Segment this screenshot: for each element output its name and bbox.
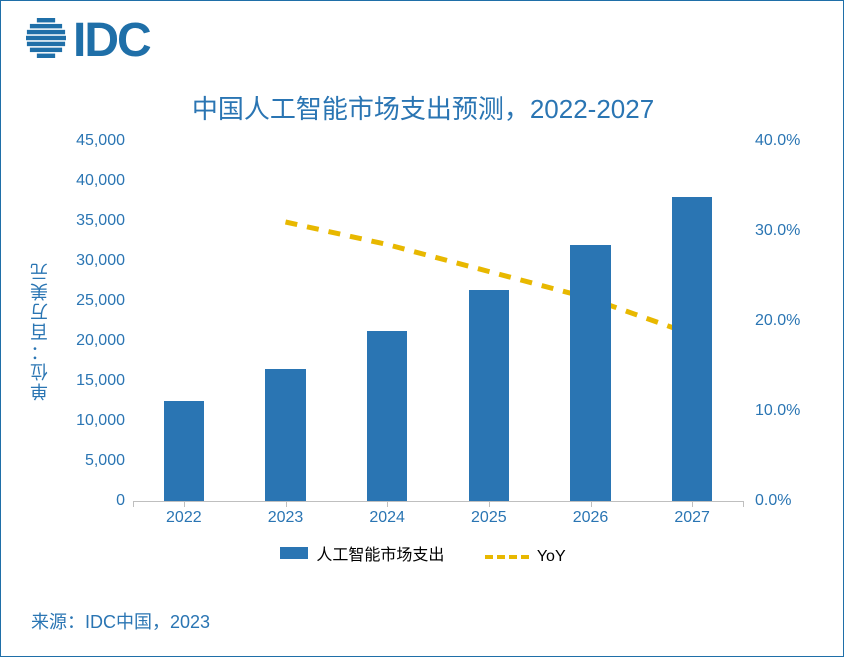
chart-frame: IDC 中国人工智能市场支出预测，2022-2027 单位：百万美元 0 5,00… bbox=[0, 0, 844, 657]
x-tick-label: 2026 bbox=[573, 509, 609, 527]
idc-logo-mark bbox=[25, 17, 67, 64]
legend-line-swatch bbox=[485, 555, 529, 559]
bar bbox=[367, 331, 408, 501]
y-left-tick: 20,000 bbox=[69, 332, 125, 350]
x-tick-label: 2024 bbox=[369, 509, 405, 527]
source-text: 来源：IDC中国，2023 bbox=[31, 608, 210, 634]
bar bbox=[469, 290, 510, 501]
yoy-line bbox=[133, 141, 743, 501]
legend-line-label: YoY bbox=[537, 548, 566, 566]
bar bbox=[164, 401, 205, 501]
y-right-tick: 10.0% bbox=[755, 402, 811, 420]
y-left-tick: 35,000 bbox=[69, 212, 125, 230]
bar bbox=[672, 197, 713, 501]
y-right-tick: 20.0% bbox=[755, 312, 811, 330]
y-axis-left-ticks: 05,00010,00015,00020,00025,00030,00035,0… bbox=[69, 141, 129, 501]
y-right-tick: 30.0% bbox=[755, 222, 811, 240]
x-tick-label: 2022 bbox=[166, 509, 202, 527]
y-left-tick: 0 bbox=[69, 492, 125, 510]
legend: 人工智能市场支出 YoY bbox=[1, 541, 844, 566]
y-right-tick: 40.0% bbox=[755, 132, 811, 150]
y-left-tick: 10,000 bbox=[69, 412, 125, 430]
y-left-tick: 30,000 bbox=[69, 252, 125, 270]
y-axis-left-label: 单位：百万美元 bbox=[27, 261, 53, 401]
bar bbox=[265, 369, 306, 501]
legend-line: YoY bbox=[485, 548, 566, 566]
y-right-tick: 0.0% bbox=[755, 492, 811, 510]
chart-title: 中国人工智能市场支出预测，2022-2027 bbox=[1, 89, 844, 126]
y-left-tick: 15,000 bbox=[69, 372, 125, 390]
legend-bar-swatch bbox=[280, 547, 308, 559]
y-axis-right-ticks: 0.0%10.0%20.0%30.0%40.0% bbox=[751, 141, 811, 501]
legend-bar-label: 人工智能市场支出 bbox=[316, 541, 444, 565]
idc-logo-text: IDC bbox=[73, 13, 150, 68]
x-tick-label: 2025 bbox=[471, 509, 507, 527]
y-left-tick: 40,000 bbox=[69, 172, 125, 190]
x-tick-label: 2023 bbox=[268, 509, 304, 527]
plot-region bbox=[133, 141, 743, 502]
legend-bar: 人工智能市场支出 bbox=[280, 541, 444, 565]
chart-area: 单位：百万美元 05,00010,00015,00020,00025,00030… bbox=[41, 141, 811, 551]
idc-logo: IDC bbox=[25, 13, 150, 68]
y-left-tick: 5,000 bbox=[69, 452, 125, 470]
bar bbox=[570, 245, 611, 501]
y-left-tick: 45,000 bbox=[69, 132, 125, 150]
y-left-tick: 25,000 bbox=[69, 292, 125, 310]
x-tick-label: 2027 bbox=[674, 509, 710, 527]
